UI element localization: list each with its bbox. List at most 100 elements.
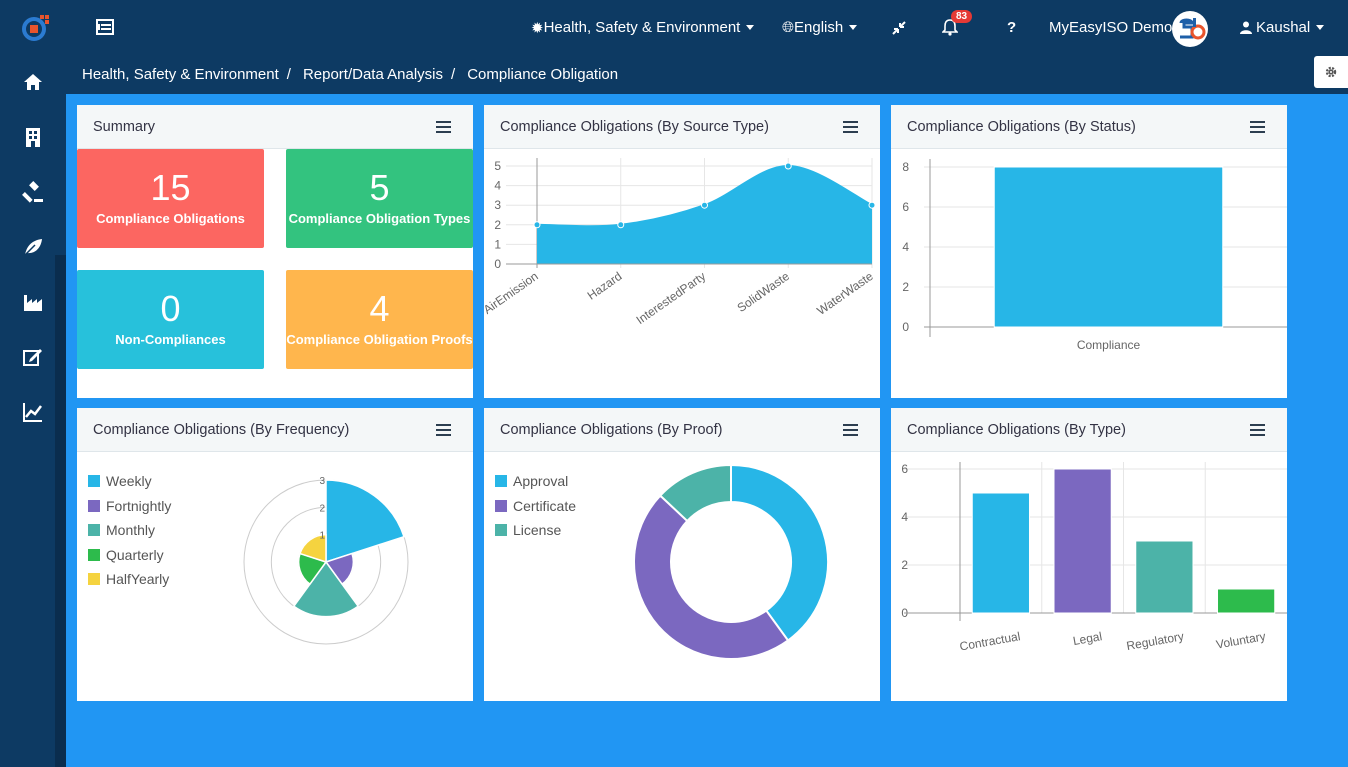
- panel-menu-icon[interactable]: [843, 121, 858, 133]
- summary-tile-types[interactable]: 5 Compliance Obligation Types: [286, 149, 473, 248]
- panel-header: Compliance Obligations (By Status): [891, 105, 1287, 149]
- polar-slice: [292, 560, 360, 618]
- legend-label: Quarterly: [106, 546, 164, 563]
- panel-menu-icon[interactable]: [1250, 424, 1265, 436]
- polar-slice: [299, 533, 327, 564]
- radial-tick-label: 1: [319, 531, 325, 542]
- panel-menu-icon[interactable]: [843, 424, 858, 436]
- company-name: MyEasyISO Demo: [1049, 0, 1172, 55]
- cog-icon: [1325, 66, 1337, 78]
- panel-header: Compliance Obligations (By Frequency): [77, 408, 473, 452]
- y-tick-label: 1: [494, 237, 501, 251]
- data-point: [533, 221, 541, 229]
- language-menu[interactable]: 🌐︎ English: [782, 0, 858, 55]
- legend-item[interactable]: HalfYearly: [88, 571, 169, 587]
- compress-button[interactable]: [891, 0, 907, 55]
- legend-item[interactable]: Monthly: [88, 522, 155, 538]
- y-tick-label: 0: [494, 257, 501, 271]
- notifications-button[interactable]: [942, 0, 958, 55]
- bar: [1217, 588, 1276, 614]
- summary-tile-non-compliances[interactable]: 0 Non-Compliances: [77, 270, 264, 369]
- legend-swatch: [88, 548, 100, 561]
- x-tick-label: Contractual: [959, 629, 1022, 653]
- breadcrumb-item-current: Compliance Obligation: [467, 66, 619, 83]
- bar: [1135, 540, 1194, 614]
- legend-swatch: [495, 499, 507, 512]
- user-menu[interactable]: Kaushal: [1240, 0, 1325, 55]
- legend-swatch: [88, 475, 100, 487]
- tile-value: 15: [150, 167, 191, 208]
- gear-icon: ✹: [531, 19, 544, 37]
- radial-tick-label: 3: [319, 476, 325, 487]
- panel-header: Compliance Obligations (By Source Type): [484, 105, 880, 149]
- breadcrumb-separator: /: [286, 66, 291, 83]
- company-avatar[interactable]: [1172, 11, 1208, 47]
- y-tick-label: 8: [902, 160, 909, 174]
- y-tick-label: 6: [902, 200, 909, 214]
- line-chart-icon[interactable]: [22, 401, 44, 423]
- tile-label: Compliance Obligations: [96, 211, 245, 226]
- panel-title: Compliance Obligations (By Status): [907, 119, 1136, 135]
- x-tick-label: SolidWaste: [735, 269, 793, 315]
- tile-value: 0: [160, 288, 181, 329]
- legend-item[interactable]: Weekly: [88, 473, 152, 489]
- home-icon[interactable]: [22, 71, 44, 93]
- panel-header: Summary: [77, 105, 473, 149]
- left-sidebar: [0, 55, 66, 767]
- legend-item[interactable]: Approval: [495, 473, 568, 489]
- user-name: Kaushal: [1256, 19, 1311, 36]
- building-icon[interactable]: [22, 126, 44, 148]
- radial-tick-label: 2: [319, 503, 325, 514]
- legend-swatch: [88, 573, 100, 585]
- legend-item[interactable]: Quarterly: [88, 547, 164, 563]
- summary-tile-obligations[interactable]: 15 Compliance Obligations: [77, 149, 264, 248]
- chevron-down-icon: [1316, 25, 1325, 30]
- company-logo-icon: [1173, 12, 1207, 46]
- module-menu[interactable]: ✹ Health, Safety & Environment: [531, 0, 755, 55]
- legend-item[interactable]: License: [495, 522, 561, 538]
- module-menu-label: Health, Safety & Environment: [543, 19, 741, 36]
- proof-panel: Compliance Obligations (By Proof) Approv…: [484, 408, 880, 701]
- edit-icon[interactable]: [22, 346, 44, 368]
- leaf-icon[interactable]: [22, 236, 44, 258]
- legend-label: HalfYearly: [106, 571, 170, 587]
- y-tick-label: 4: [901, 510, 908, 524]
- app-logo-icon[interactable]: [20, 13, 50, 43]
- panel-title: Compliance Obligations (By Type): [907, 422, 1126, 438]
- top-bar: ✹ Health, Safety & Environment 🌐︎ Englis…: [0, 0, 1348, 55]
- chevron-down-icon: [849, 25, 858, 30]
- breadcrumb-item-report[interactable]: Report/Data Analysis: [302, 66, 444, 83]
- data-point: [784, 162, 792, 170]
- industry-icon[interactable]: [22, 291, 44, 313]
- tile-label: Non-Compliances: [115, 332, 226, 347]
- legend-item[interactable]: Fortnightly: [88, 498, 171, 514]
- legend-label: Weekly: [106, 473, 152, 489]
- panel-header: Compliance Obligations (By Type): [891, 408, 1287, 452]
- breadcrumb-separator: /: [451, 66, 456, 83]
- status-chart: 0 2 4 6 8 Compliance: [902, 159, 1287, 352]
- type-panel: Compliance Obligations (By Type) 0 2 4 6 Con…: [891, 408, 1287, 701]
- panel-menu-icon[interactable]: [436, 424, 451, 436]
- breadcrumb-item-hse[interactable]: Health, Safety & Environment: [82, 66, 279, 83]
- polar-slice: [325, 479, 405, 564]
- tile-value: 5: [369, 167, 390, 208]
- gavel-icon[interactable]: [22, 181, 44, 203]
- doughnut-slice: [633, 494, 790, 660]
- legend-item[interactable]: Certificate: [495, 498, 576, 514]
- menu-toggle-icon[interactable]: [96, 18, 116, 36]
- settings-button[interactable]: [1314, 56, 1348, 88]
- summary-tile-proofs[interactable]: 4 Compliance Obligation Proofs: [286, 270, 473, 369]
- y-tick-label: 4: [494, 179, 501, 193]
- sidebar-scroll-track: [55, 255, 66, 767]
- x-tick-label: Regulatory: [1125, 629, 1185, 653]
- doughnut-slice: [658, 463, 732, 523]
- panel-menu-icon[interactable]: [1250, 121, 1265, 133]
- company-name-label: MyEasyISO Demo: [1049, 19, 1173, 36]
- y-tick-label: 4: [902, 240, 909, 254]
- chevron-down-icon: [746, 25, 755, 30]
- data-point: [701, 201, 708, 209]
- panel-menu-icon[interactable]: [436, 121, 451, 133]
- help-button[interactable]: ?: [1007, 0, 1016, 55]
- status-panel: Compliance Obligations (By Status) 0 2 4 6 8…: [891, 105, 1287, 398]
